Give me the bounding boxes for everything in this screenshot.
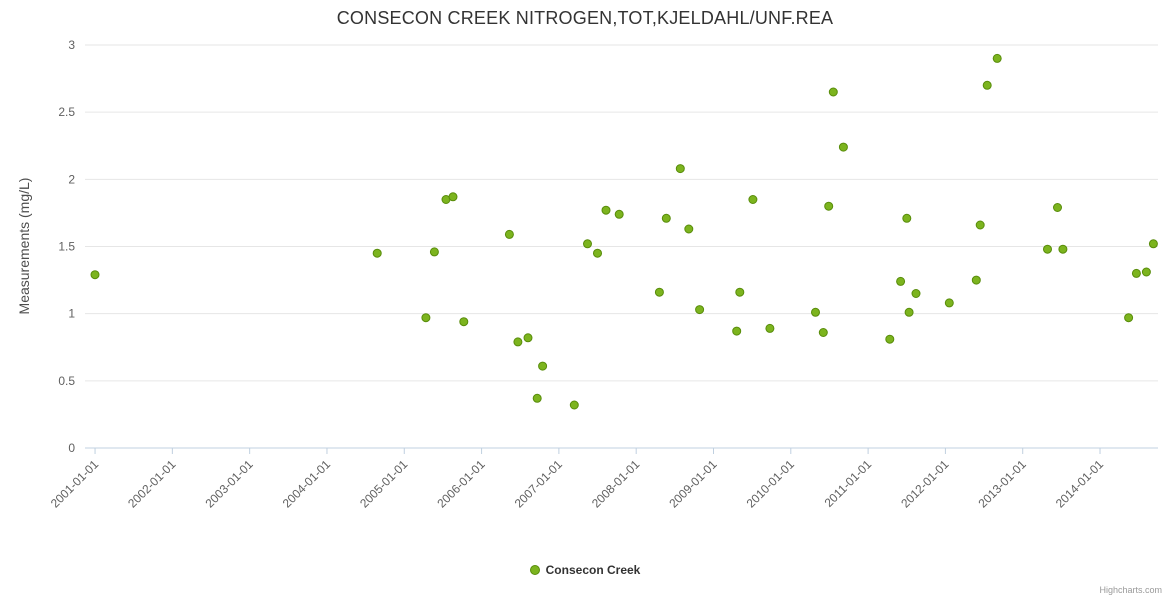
legend-marker-icon bbox=[529, 565, 540, 575]
data-point[interactable] bbox=[828, 87, 838, 97]
y-axis-title: Measurements (mg/L) bbox=[16, 177, 32, 315]
data-point[interactable] bbox=[569, 400, 579, 410]
x-axis-tick-label: 2008-01-01 bbox=[589, 457, 643, 511]
data-point[interactable] bbox=[583, 239, 592, 249]
data-point[interactable] bbox=[90, 270, 100, 280]
data-point[interactable] bbox=[811, 307, 820, 317]
y-axis-tick-label: 1 bbox=[68, 307, 75, 321]
data-point[interactable] bbox=[661, 213, 671, 223]
data-point[interactable] bbox=[885, 334, 895, 344]
data-point[interactable] bbox=[1043, 244, 1052, 254]
data-point[interactable] bbox=[429, 247, 439, 257]
data-point[interactable] bbox=[732, 326, 742, 336]
y-axis-tick-label: 2.5 bbox=[58, 105, 75, 119]
data-point[interactable] bbox=[896, 276, 906, 286]
data-point[interactable] bbox=[1148, 239, 1158, 249]
data-point[interactable] bbox=[1131, 268, 1141, 278]
x-axis-tick-label: 2002-01-01 bbox=[125, 457, 179, 511]
data-point[interactable] bbox=[748, 195, 758, 204]
data-point[interactable] bbox=[601, 205, 611, 215]
data-point[interactable] bbox=[824, 201, 834, 211]
data-point[interactable] bbox=[1058, 244, 1068, 254]
y-axis-tick-label: 1.5 bbox=[58, 240, 75, 254]
y-axis-tick-label: 0 bbox=[68, 441, 75, 455]
data-point[interactable] bbox=[448, 192, 458, 202]
chart-title: CONSECON CREEK NITROGEN,TOT,KJELDAHL/UNF… bbox=[336, 8, 834, 28]
data-point[interactable] bbox=[695, 305, 705, 315]
data-point[interactable] bbox=[654, 287, 664, 297]
x-axis-tick-label: 2004-01-01 bbox=[280, 457, 334, 511]
data-point[interactable] bbox=[532, 393, 542, 403]
x-axis-tick-label: 2006-01-01 bbox=[434, 457, 488, 511]
data-point[interactable] bbox=[902, 213, 912, 223]
data-point[interactable] bbox=[523, 333, 533, 343]
data-point[interactable] bbox=[1124, 313, 1134, 323]
x-axis-tick-label: 2009-01-01 bbox=[666, 457, 720, 511]
data-point[interactable] bbox=[904, 307, 914, 317]
x-axis-tick-label: 2010-01-01 bbox=[744, 457, 798, 511]
data-point[interactable] bbox=[982, 80, 992, 90]
x-axis-tick-label: 2011-01-01 bbox=[822, 457, 875, 510]
data-point[interactable] bbox=[459, 317, 469, 327]
data-point[interactable] bbox=[975, 220, 985, 230]
data-point[interactable] bbox=[735, 287, 745, 297]
x-axis-tick-label: 2014-01-01 bbox=[1053, 457, 1107, 511]
data-point[interactable] bbox=[593, 248, 602, 258]
highcharts-credits[interactable]: Highcharts.com bbox=[1099, 585, 1162, 595]
data-point[interactable] bbox=[838, 142, 848, 152]
data-point[interactable] bbox=[1141, 267, 1151, 277]
data-point[interactable] bbox=[614, 209, 624, 219]
y-axis-tick-label: 3 bbox=[68, 38, 75, 52]
data-point[interactable] bbox=[513, 337, 523, 347]
x-axis-tick-label: 2005-01-01 bbox=[357, 457, 411, 511]
y-axis-tick-label: 2 bbox=[68, 172, 75, 186]
data-point[interactable] bbox=[684, 224, 694, 234]
data-point[interactable] bbox=[971, 275, 981, 285]
data-point[interactable] bbox=[818, 328, 828, 337]
legend[interactable]: Consecon Creek bbox=[0, 563, 1170, 577]
x-axis-tick-label: 2007-01-01 bbox=[512, 457, 566, 511]
x-axis-tick-label: 2003-01-01 bbox=[202, 457, 256, 511]
data-point[interactable] bbox=[504, 229, 514, 239]
data-point[interactable] bbox=[372, 248, 382, 258]
data-point[interactable] bbox=[421, 313, 431, 323]
data-point[interactable] bbox=[765, 323, 775, 333]
data-point[interactable] bbox=[675, 164, 685, 174]
x-axis-tick-label: 2012-01-01 bbox=[898, 457, 952, 511]
data-point[interactable] bbox=[992, 53, 1002, 63]
data-point[interactable] bbox=[911, 289, 921, 298]
x-axis-tick-label: 2013-01-01 bbox=[976, 457, 1030, 511]
data-point[interactable] bbox=[944, 298, 954, 308]
data-point[interactable] bbox=[538, 361, 548, 371]
legend-series-label: Consecon Creek bbox=[545, 563, 641, 577]
data-point[interactable] bbox=[1053, 203, 1062, 212]
x-axis-tick-label: 2001-01-01 bbox=[48, 457, 102, 511]
y-axis-tick-label: 0.5 bbox=[58, 374, 75, 388]
